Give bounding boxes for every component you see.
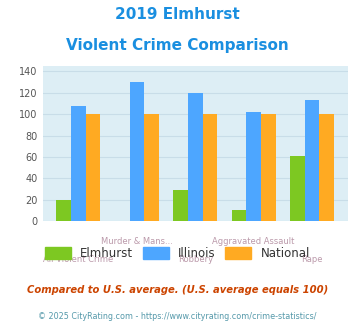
Bar — [246, 112, 261, 221]
Text: Violent Crime Comparison: Violent Crime Comparison — [66, 38, 289, 53]
Bar — [203, 114, 217, 221]
Text: All Violent Crime: All Violent Crime — [43, 255, 114, 264]
Bar — [232, 211, 246, 221]
Bar — [320, 114, 334, 221]
Text: © 2025 CityRating.com - https://www.cityrating.com/crime-statistics/: © 2025 CityRating.com - https://www.city… — [38, 312, 317, 321]
Text: Murder & Mans...: Murder & Mans... — [101, 237, 173, 246]
Bar — [305, 100, 320, 221]
Legend: Elmhurst, Illinois, National: Elmhurst, Illinois, National — [40, 242, 315, 264]
Text: Aggravated Assault: Aggravated Assault — [213, 237, 295, 246]
Bar — [56, 200, 71, 221]
Text: Rape: Rape — [301, 255, 323, 264]
Bar — [71, 106, 86, 221]
Bar — [86, 114, 100, 221]
Bar — [188, 93, 203, 221]
Text: Robbery: Robbery — [178, 255, 213, 264]
Bar — [290, 156, 305, 221]
Text: 2019 Elmhurst: 2019 Elmhurst — [115, 7, 240, 21]
Text: Compared to U.S. average. (U.S. average equals 100): Compared to U.S. average. (U.S. average … — [27, 285, 328, 295]
Bar — [261, 114, 275, 221]
Bar — [144, 114, 159, 221]
Bar — [173, 190, 188, 221]
Bar — [130, 82, 144, 221]
